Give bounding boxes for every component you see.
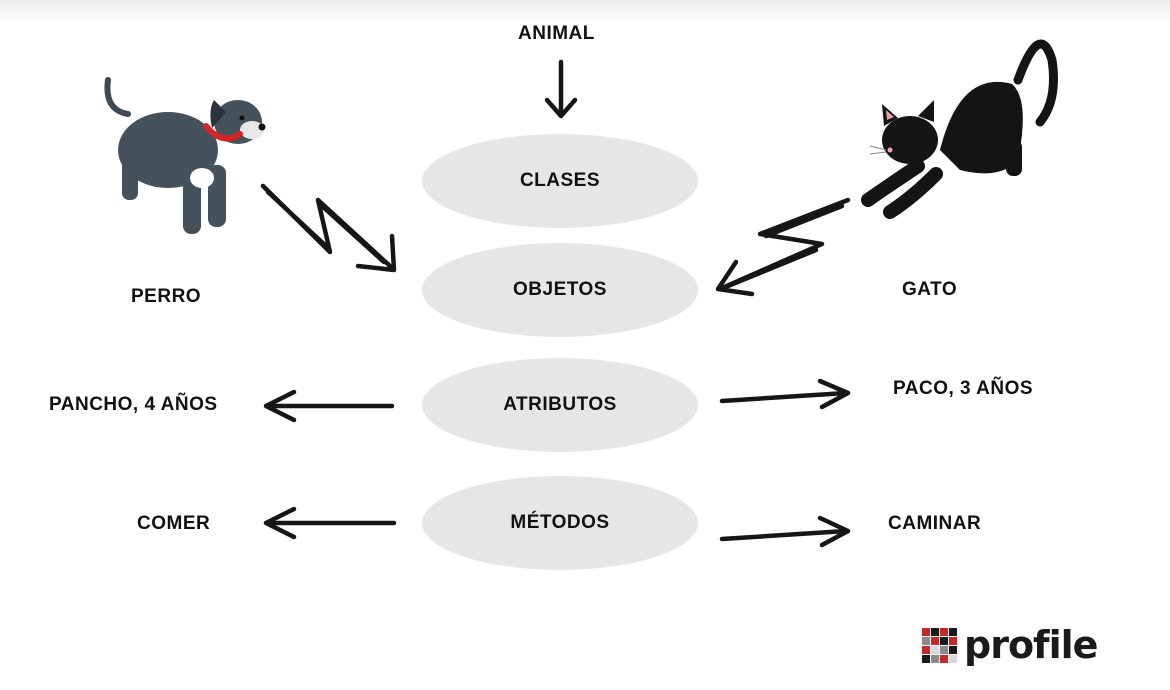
zigzag-arrow-left-icon	[260, 183, 397, 273]
profile-logo: profile	[922, 623, 1098, 667]
animal-label: ANIMAL	[518, 23, 595, 44]
dog-illustration	[104, 77, 266, 234]
zigzag-arrow-right-icon	[715, 197, 851, 297]
logo-text: profile	[964, 623, 1098, 667]
cat-attribute-label: PACO, 3 AÑOS	[893, 378, 1034, 399]
dog-attribute-label: PANCHO, 4 AÑOS	[49, 394, 218, 415]
dog-object-label: PERRO	[131, 286, 202, 307]
down-arrow-icon	[544, 59, 578, 119]
attributes-ellipse: ATRIBUTOS	[422, 358, 698, 452]
methods-ellipse: MÉTODOS	[422, 476, 698, 570]
attribute-right-arrow-icon	[719, 378, 851, 410]
top-fade	[0, 0, 1170, 26]
methods-label: MÉTODOS	[510, 512, 610, 533]
logo-mark-icon	[922, 627, 957, 663]
dog-method-label: COMER	[137, 513, 211, 534]
classes-label: CLASES	[519, 170, 601, 191]
objects-ellipse: OBJETOS	[422, 243, 698, 337]
attributes-label: ATRIBUTOS	[503, 394, 617, 415]
method-right-arrow-icon	[719, 515, 851, 548]
cat-illustration	[861, 39, 1058, 219]
cat-method-label: CAMINAR	[888, 513, 982, 534]
method-left-arrow-icon	[263, 506, 397, 540]
classes-ellipse: CLASES	[422, 134, 698, 228]
attribute-left-arrow-icon	[263, 389, 395, 423]
cat-object-label: GATO	[902, 279, 958, 300]
objects-label: OBJETOS	[513, 279, 607, 300]
